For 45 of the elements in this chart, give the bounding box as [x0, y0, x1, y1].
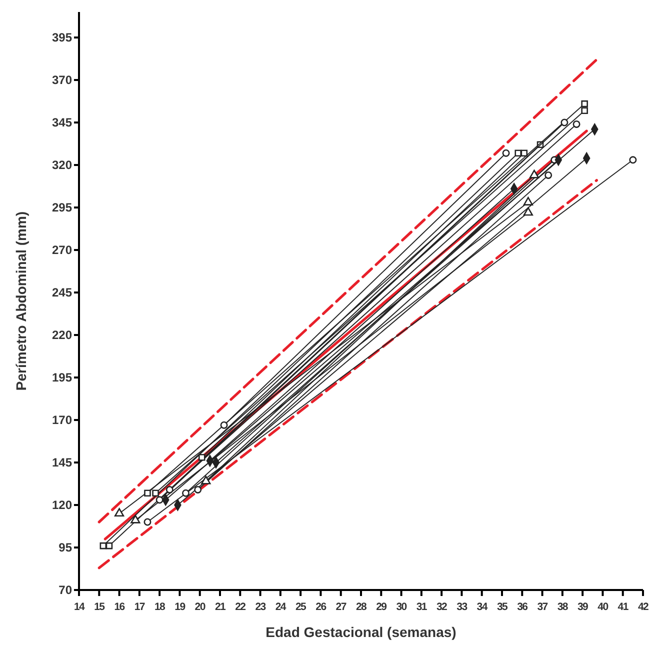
- y-tick-label: 345: [52, 116, 72, 130]
- x-tick-label: 22: [235, 601, 246, 613]
- x-tick-label: 15: [94, 601, 106, 613]
- x-tick-label: 42: [638, 601, 649, 613]
- y-tick-label: 245: [52, 286, 72, 300]
- x-tick-label: 27: [336, 601, 347, 613]
- y-tick-label: 295: [52, 200, 72, 215]
- x-tick-label: 25: [296, 601, 307, 613]
- y-tick-label: 220: [52, 328, 72, 342]
- x-tick-label: 17: [134, 601, 146, 613]
- x-tick-label: 21: [214, 601, 226, 613]
- y-tick-label: 70: [58, 583, 72, 598]
- y-axis-title: Perímetro Abdominal (mm): [13, 211, 29, 391]
- y-tick-label: 370: [52, 73, 72, 88]
- x-tick-label: 23: [255, 601, 266, 613]
- x-tick-label: 20: [194, 601, 206, 613]
- y-tick-label: 120: [52, 498, 72, 512]
- x-tick-label: 30: [396, 601, 408, 613]
- x-tick-label: 28: [356, 601, 367, 613]
- y-tick-label: 320: [52, 158, 72, 172]
- y-tick-label: 395: [52, 30, 72, 45]
- y-tick-label: 195: [52, 370, 72, 385]
- x-tick-label: 36: [517, 601, 528, 613]
- x-tick-label: 38: [557, 601, 568, 613]
- x-tick-label: 14: [74, 601, 85, 613]
- y-tick-label: 270: [52, 243, 72, 258]
- x-tick-label: 34: [476, 601, 488, 613]
- x-tick-label: 19: [174, 601, 186, 613]
- x-tick-label: 24: [275, 601, 286, 613]
- x-tick-label: 40: [598, 601, 609, 613]
- y-tick-label: 95: [58, 540, 72, 555]
- x-tick-label: 26: [316, 601, 327, 613]
- y-tick-label: 145: [52, 456, 72, 470]
- x-tick-label: 32: [436, 601, 448, 613]
- x-tick-label: 37: [537, 601, 548, 613]
- x-tick-label: 16: [114, 601, 126, 613]
- x-tick-label: 39: [578, 601, 589, 613]
- x-tick-label: 33: [456, 601, 468, 613]
- y-tick-label: 170: [52, 413, 72, 428]
- x-axis-title: Edad Gestacional (semanas): [266, 624, 456, 640]
- x-tick-label: 18: [154, 601, 166, 613]
- x-tick-label: 35: [496, 601, 508, 613]
- x-tick-label: 31: [416, 601, 428, 613]
- x-tick-label: 41: [618, 601, 629, 613]
- x-tick-label: 29: [376, 601, 388, 613]
